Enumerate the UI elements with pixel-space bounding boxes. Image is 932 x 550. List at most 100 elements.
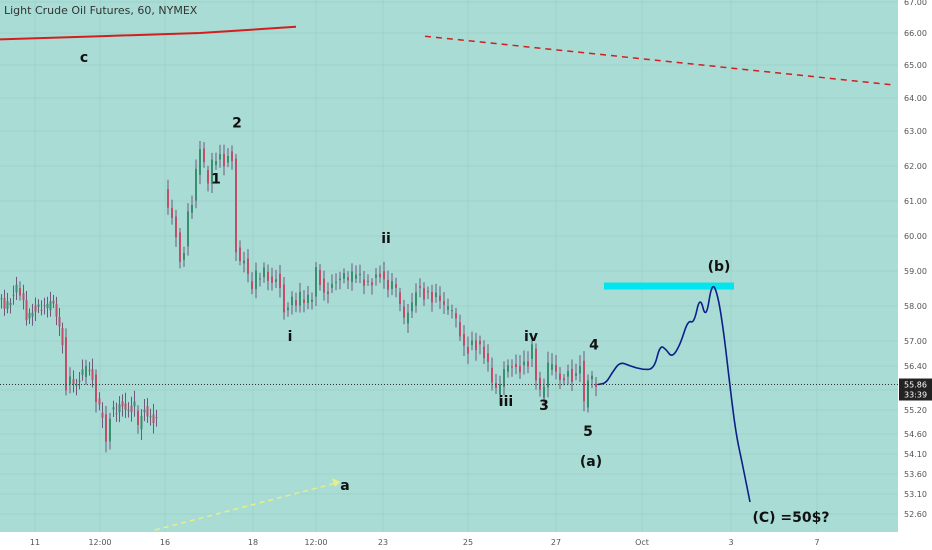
wave-label: 3: [539, 398, 549, 414]
candle-body: [58, 316, 61, 327]
wave-label: 1: [211, 172, 221, 188]
candle-body: [155, 417, 158, 419]
candle-body: [133, 401, 136, 407]
y-tick-label: 62.00: [904, 162, 927, 171]
y-tick-label: 52.60: [904, 510, 927, 519]
candle-body: [355, 274, 357, 279]
candle-body: [551, 364, 553, 370]
candle-body: [487, 353, 489, 362]
candle-body: [427, 291, 429, 293]
candle-body: [43, 305, 46, 307]
wave-label: ii: [381, 231, 391, 247]
y-tick-label: 61.00: [904, 197, 927, 206]
candle-body: [121, 401, 124, 407]
candle-body: [395, 284, 397, 288]
candle-body: [291, 296, 293, 306]
y-tick-label: 54.60: [904, 430, 927, 439]
candle-body: [199, 149, 201, 175]
plot-background: [0, 0, 898, 532]
y-tick-label: 53.10: [904, 490, 927, 499]
candle-body: [109, 418, 111, 442]
candle-body: [391, 281, 393, 290]
candle-body: [411, 302, 413, 312]
candle-body: [203, 148, 205, 163]
candle-body: [555, 364, 557, 372]
candle-body: [591, 375, 593, 380]
candle-body: [88, 369, 91, 371]
candle-body: [459, 322, 461, 337]
candle-body: [363, 279, 365, 286]
current-price-tag: [899, 378, 932, 401]
candle-body: [435, 292, 437, 298]
projected-path-line[interactable]: [597, 285, 751, 503]
y-tick-label: 60.00: [904, 232, 927, 241]
candle-body: [539, 377, 541, 390]
candle-body: [567, 371, 569, 377]
candle-body: [447, 306, 449, 310]
candle-body: [419, 286, 421, 288]
candle-body: [483, 346, 485, 359]
candle-body: [9, 302, 12, 306]
candle-body: [451, 310, 453, 312]
candle-body: [299, 291, 301, 306]
candle-body: [535, 348, 537, 381]
candle-body: [527, 361, 529, 367]
price-axis-background: [898, 0, 932, 550]
candle-body: [12, 294, 15, 296]
candle-body: [149, 416, 152, 418]
candle-body: [49, 301, 52, 311]
candle-body: [327, 291, 329, 295]
red-dashed-trend-line[interactable]: [424, 35, 893, 86]
candle-body: [130, 405, 133, 413]
candle-body: [403, 306, 405, 318]
candle-body: [495, 383, 497, 388]
price-axis[interactable]: 52.6053.1053.6054.1054.6055.2055.7056.40…: [898, 0, 932, 550]
candle-body: [118, 404, 121, 413]
candle-body: [467, 346, 469, 354]
candle-body: [46, 303, 49, 309]
wave-label: (b): [708, 259, 731, 275]
candle-body: [85, 366, 87, 377]
candle-body: [315, 267, 317, 297]
candle-body: [191, 204, 193, 213]
wave-label: (a): [580, 454, 602, 470]
candle-body: [101, 412, 104, 418]
candle-body: [112, 407, 115, 410]
candle-body: [331, 283, 333, 288]
target-zone-rectangle[interactable]: [604, 282, 734, 290]
candle-body: [407, 312, 409, 324]
y-tick-label: 65.00: [904, 61, 927, 70]
candle-body: [319, 269, 321, 285]
candle-body: [531, 344, 533, 359]
candle-body: [383, 271, 385, 280]
candle-body: [255, 270, 257, 290]
candle-body: [105, 414, 107, 442]
yellow-dashed-arrow-line[interactable]: [154, 481, 341, 531]
y-tick-label: 54.10: [904, 450, 927, 459]
candle-body: [91, 369, 94, 380]
time-axis[interactable]: 11 12:00 16 18 12:00 23 25 27 Oct 3 7: [0, 532, 898, 550]
candle-body: [124, 403, 127, 410]
candle-body: [359, 273, 361, 275]
candle-body: [75, 383, 78, 386]
candle-body: [439, 295, 441, 302]
candle-body: [219, 154, 221, 160]
wave-label: a: [340, 478, 349, 494]
candle-body: [423, 288, 425, 300]
candle-body: [303, 299, 305, 304]
candle-body: [69, 376, 71, 385]
yellow-arrowhead: [332, 478, 340, 487]
candle-body: [183, 253, 185, 260]
candle-body: [243, 260, 245, 264]
candle-body: [307, 294, 309, 304]
red-trend-line[interactable]: [0, 25, 297, 41]
candle-body: [543, 386, 545, 398]
candle-body: [152, 414, 155, 424]
candle-body: [519, 366, 521, 373]
candle-body: [311, 299, 313, 302]
candle-body: [31, 312, 34, 317]
